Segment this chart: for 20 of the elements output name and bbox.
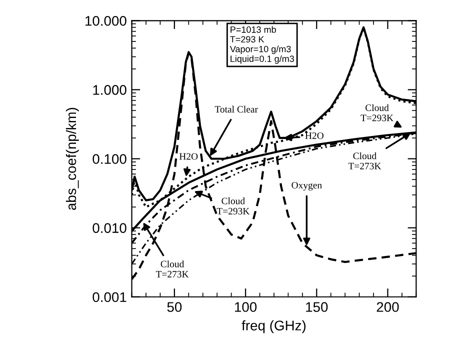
annotation: Cloud T=293K (360, 104, 394, 122)
annotation: Cloud T=273K (156, 260, 189, 278)
y-tick-label: 0.100 (92, 154, 126, 164)
annotation: H2O (305, 132, 324, 140)
x-tick-label: 50 (167, 302, 182, 312)
y-tick-label: 0.010 (92, 223, 126, 233)
y-axis-title: abs_coef(np/km) (66, 108, 79, 210)
x-axis-title: freq (GHz) (242, 320, 306, 334)
annotation: P=1013 mb T=293 K Vapor=10 g/m3 Liquid=0.1 g/m3 (230, 26, 294, 64)
y-tick-label: 0.001 (92, 292, 126, 302)
annotation: Total Clear (214, 106, 258, 113)
annotation: H2O (179, 153, 198, 160)
x-tick-label: 100 (235, 302, 257, 312)
y-tick-label: 1.000 (93, 85, 126, 95)
x-tick-label: 200 (376, 302, 399, 312)
annotation: Oxygen (292, 182, 322, 191)
y-tick-label: 10.000 (85, 16, 126, 26)
x-tick-label: 150 (306, 302, 328, 312)
annotation: Cloud T=293K (216, 197, 250, 214)
annotation: Cloud T=273K (348, 152, 382, 170)
